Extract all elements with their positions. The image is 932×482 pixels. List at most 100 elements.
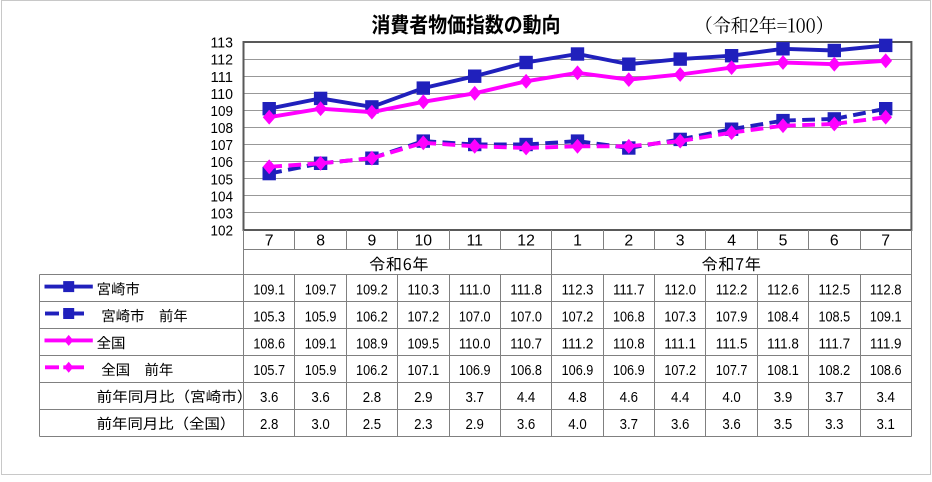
svg-text:111.9: 111.9 (870, 336, 902, 352)
svg-text:11: 11 (466, 233, 483, 250)
svg-text:7: 7 (881, 233, 890, 250)
svg-text:112.2: 112.2 (716, 283, 748, 299)
svg-text:111.1: 111.1 (664, 336, 696, 352)
svg-text:5: 5 (779, 233, 788, 250)
svg-text:110.8: 110.8 (613, 336, 645, 352)
svg-text:110: 110 (211, 87, 234, 103)
svg-text:2.8: 2.8 (260, 417, 278, 433)
svg-text:106.9: 106.9 (459, 363, 491, 379)
svg-text:108.5: 108.5 (818, 309, 850, 325)
svg-text:107.7: 107.7 (716, 363, 748, 379)
svg-text:109.7: 109.7 (305, 283, 337, 299)
svg-text:9: 9 (368, 233, 377, 250)
svg-text:3.6: 3.6 (517, 417, 535, 433)
svg-text:107.2: 107.2 (407, 309, 439, 325)
svg-text:109.2: 109.2 (356, 283, 388, 299)
svg-text:3.6: 3.6 (671, 417, 689, 433)
svg-text:105.9: 105.9 (305, 309, 337, 325)
svg-text:107.9: 107.9 (716, 309, 748, 325)
svg-text:108: 108 (211, 121, 234, 137)
svg-text:7: 7 (265, 233, 274, 250)
svg-text:4: 4 (727, 233, 736, 250)
svg-text:106.2: 106.2 (356, 363, 388, 379)
svg-text:3.6: 3.6 (311, 390, 329, 406)
svg-text:110.7: 110.7 (510, 336, 542, 352)
svg-text:107.1: 107.1 (407, 363, 439, 379)
svg-text:3.1: 3.1 (877, 417, 895, 433)
svg-text:105.3: 105.3 (253, 309, 285, 325)
svg-text:109: 109 (211, 104, 234, 120)
svg-text:113: 113 (211, 36, 234, 52)
svg-text:4.0: 4.0 (568, 417, 586, 433)
svg-text:109.1: 109.1 (253, 283, 285, 299)
svg-text:3.6: 3.6 (260, 390, 278, 406)
svg-text:111.0: 111.0 (459, 283, 491, 299)
svg-text:103: 103 (211, 207, 234, 223)
svg-text:112.5: 112.5 (818, 283, 850, 299)
svg-text:3.9: 3.9 (774, 390, 792, 406)
svg-text:112.3: 112.3 (562, 283, 594, 299)
svg-text:106.9: 106.9 (562, 363, 594, 379)
svg-text:106: 106 (211, 155, 234, 171)
svg-text:110.3: 110.3 (407, 283, 439, 299)
svg-text:107.2: 107.2 (664, 363, 696, 379)
svg-text:107: 107 (211, 138, 234, 154)
svg-text:4.8: 4.8 (568, 390, 586, 406)
svg-text:2.3: 2.3 (414, 417, 432, 433)
svg-text:108.6: 108.6 (253, 336, 285, 352)
svg-text:107.2: 107.2 (562, 309, 594, 325)
svg-text:12: 12 (517, 233, 535, 250)
svg-text:105.9: 105.9 (305, 363, 337, 379)
svg-text:112.6: 112.6 (767, 283, 799, 299)
svg-text:1: 1 (573, 233, 582, 250)
svg-text:102: 102 (211, 224, 234, 240)
svg-text:3.7: 3.7 (620, 417, 638, 433)
svg-text:108.1: 108.1 (767, 363, 799, 379)
svg-text:6: 6 (830, 233, 839, 250)
svg-text:2.9: 2.9 (466, 417, 484, 433)
svg-text:109.5: 109.5 (407, 336, 439, 352)
svg-text:10: 10 (415, 233, 433, 250)
svg-text:109.1: 109.1 (305, 336, 337, 352)
svg-text:104: 104 (211, 189, 234, 205)
svg-text:106.2: 106.2 (356, 309, 388, 325)
svg-text:111.7: 111.7 (613, 283, 645, 299)
svg-text:107.0: 107.0 (510, 309, 542, 325)
svg-text:105: 105 (211, 172, 234, 188)
svg-text:4.4: 4.4 (671, 390, 689, 406)
svg-text:106.8: 106.8 (613, 309, 645, 325)
svg-text:107.0: 107.0 (459, 309, 491, 325)
svg-text:111.8: 111.8 (510, 283, 542, 299)
svg-text:4.4: 4.4 (517, 390, 535, 406)
svg-text:4.0: 4.0 (722, 390, 740, 406)
svg-text:105.7: 105.7 (253, 363, 285, 379)
svg-text:8: 8 (316, 233, 325, 250)
svg-text:108.6: 108.6 (870, 363, 902, 379)
svg-text:3.4: 3.4 (877, 390, 895, 406)
svg-text:111.7: 111.7 (818, 336, 850, 352)
svg-text:111.2: 111.2 (562, 336, 594, 352)
svg-text:106.9: 106.9 (613, 363, 645, 379)
svg-text:2: 2 (624, 233, 633, 250)
svg-text:2.8: 2.8 (363, 390, 381, 406)
svg-text:3.0: 3.0 (311, 417, 329, 433)
svg-text:3: 3 (676, 233, 685, 250)
svg-text:3.3: 3.3 (825, 417, 843, 433)
svg-text:3.6: 3.6 (722, 417, 740, 433)
svg-text:108.4: 108.4 (767, 309, 799, 325)
svg-text:112.0: 112.0 (664, 283, 696, 299)
svg-text:3.7: 3.7 (825, 390, 843, 406)
svg-text:112: 112 (211, 53, 234, 69)
svg-text:108.9: 108.9 (356, 336, 388, 352)
svg-text:110.0: 110.0 (459, 336, 491, 352)
svg-text:108.2: 108.2 (818, 363, 850, 379)
svg-text:109.1: 109.1 (870, 309, 902, 325)
svg-text:2.9: 2.9 (414, 390, 432, 406)
svg-text:106.8: 106.8 (510, 363, 542, 379)
svg-text:3.5: 3.5 (774, 417, 792, 433)
svg-text:111: 111 (211, 70, 234, 86)
svg-text:4.6: 4.6 (620, 390, 638, 406)
svg-text:112.8: 112.8 (870, 283, 902, 299)
svg-text:3.7: 3.7 (466, 390, 484, 406)
svg-text:2.5: 2.5 (363, 417, 381, 433)
